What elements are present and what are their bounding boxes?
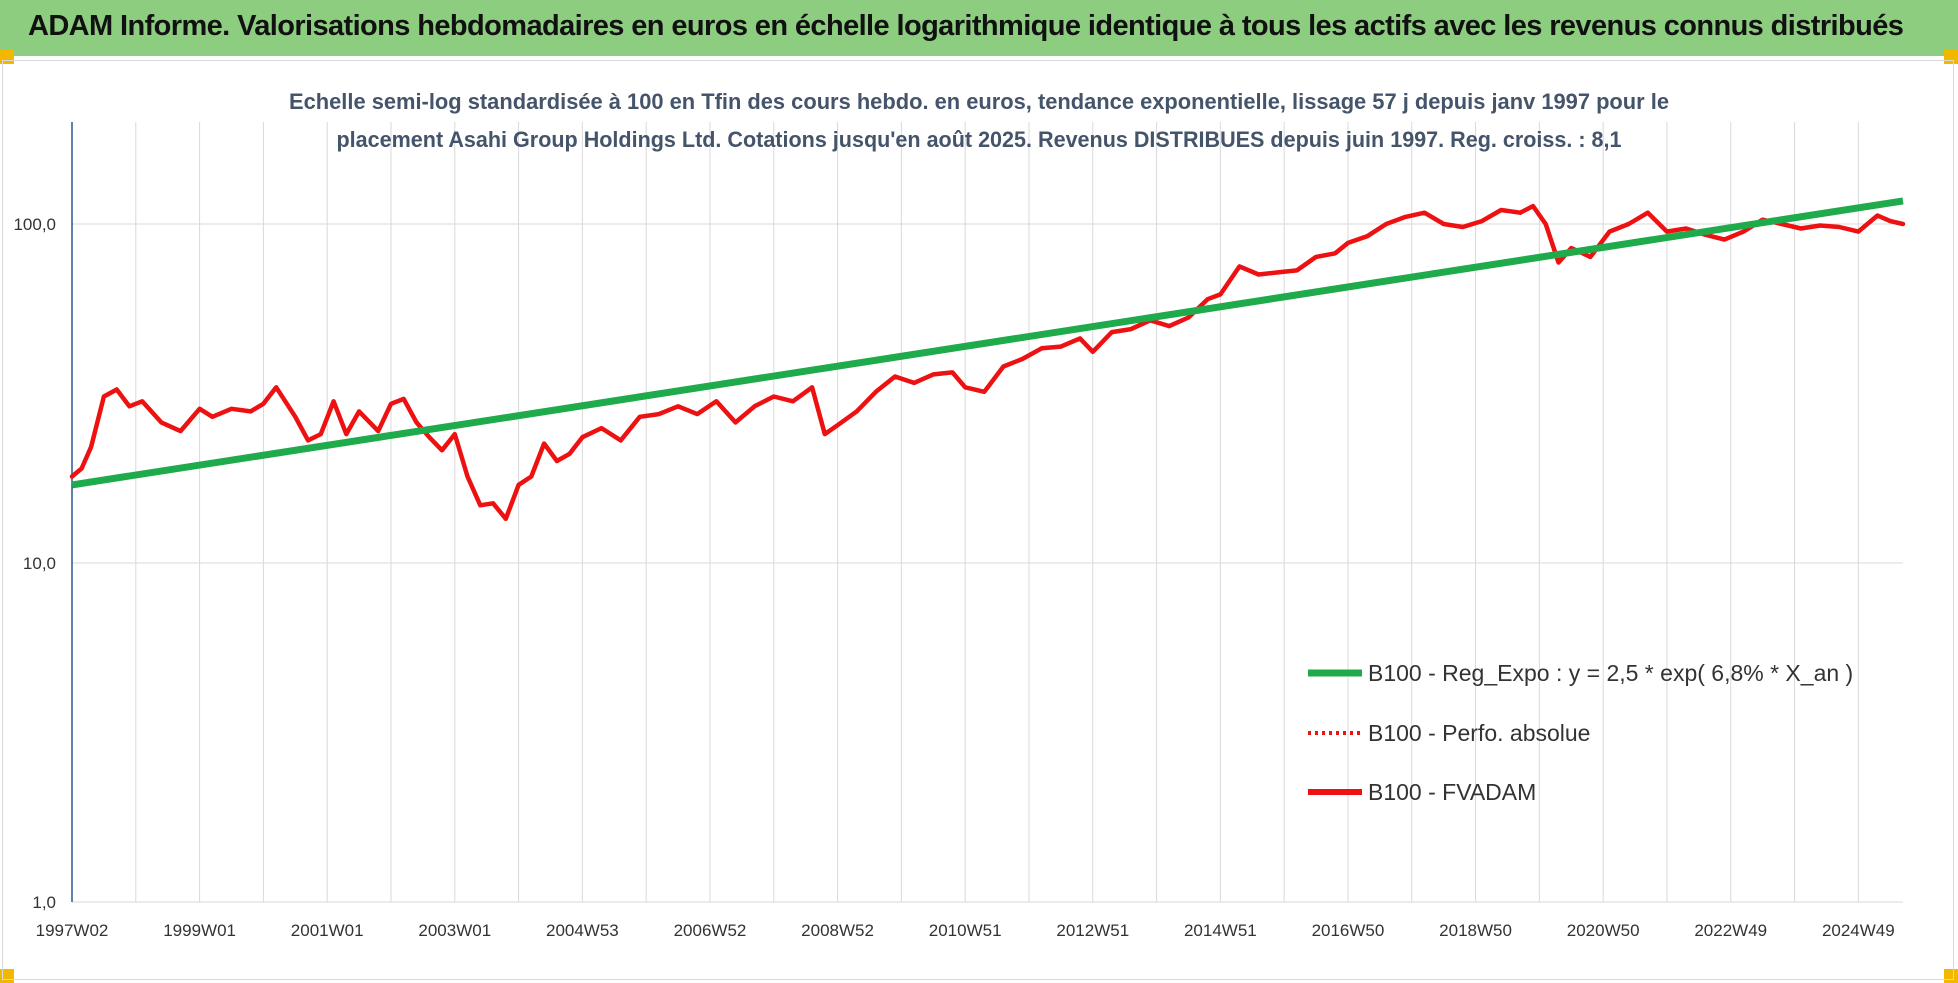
legend-label-perfo-absolue: B100 - Perfo. absolue: [1368, 720, 1590, 746]
legend-label-fvadam: B100 - FVADAM: [1368, 779, 1536, 805]
x-tick-label: 2004W53: [546, 921, 619, 940]
x-tick-label: 2010W51: [929, 921, 1002, 940]
grid: [71, 122, 1903, 903]
y-tick-label: 100,0: [13, 215, 56, 234]
chart-subtitle-line-2: placement Asahi Group Holdings Ltd. Cota…: [337, 127, 1622, 152]
x-tick-label: 1997W02: [36, 921, 109, 940]
x-tick-label: 1999W01: [163, 921, 236, 940]
x-tick-label: 2003W01: [418, 921, 491, 940]
y-axis-ticks: 1,0 10,0 100,0: [13, 215, 56, 912]
series: [69, 197, 1906, 522]
x-tick-label: 2006W52: [674, 921, 747, 940]
x-tick-label: 2020W50: [1567, 921, 1640, 940]
series-line-fvadam: [69, 203, 1906, 522]
x-tick-label: 2001W01: [291, 921, 364, 940]
banner-title: ADAM Informe. Valorisations hebdomadaire…: [28, 10, 1904, 42]
x-tick-label: 2018W50: [1439, 921, 1512, 940]
x-tick-label: 2016W50: [1312, 921, 1385, 940]
legend-label-reg-expo: B100 - Reg_Expo : y = 2,5 * exp( 6,8% * …: [1368, 660, 1853, 686]
x-axis-ticks: 1997W02 1999W01 2001W01 2003W01 2004W53 2006W…: [36, 921, 1895, 940]
series-line-reg-expo: [71, 197, 1904, 489]
x-tick-label: 2024W49: [1822, 921, 1895, 940]
y-tick-label: 1,0: [32, 893, 56, 912]
chart-subtitle-line-1: Echelle semi-log standardisée à 100 en T…: [289, 89, 1669, 114]
y-tick-label: 10,0: [23, 554, 56, 573]
x-tick-label: 2008W52: [801, 921, 874, 940]
x-tick-label: 2022W49: [1694, 921, 1767, 940]
x-tick-label: 2014W51: [1184, 921, 1257, 940]
x-tick-label: 2012W51: [1056, 921, 1129, 940]
legend: B100 - Reg_Expo : y = 2,5 * exp( 6,8% * …: [1308, 660, 1853, 805]
title-banner: ADAM Informe. Valorisations hebdomadaire…: [0, 0, 1958, 56]
chart-frame: [2, 60, 1954, 980]
